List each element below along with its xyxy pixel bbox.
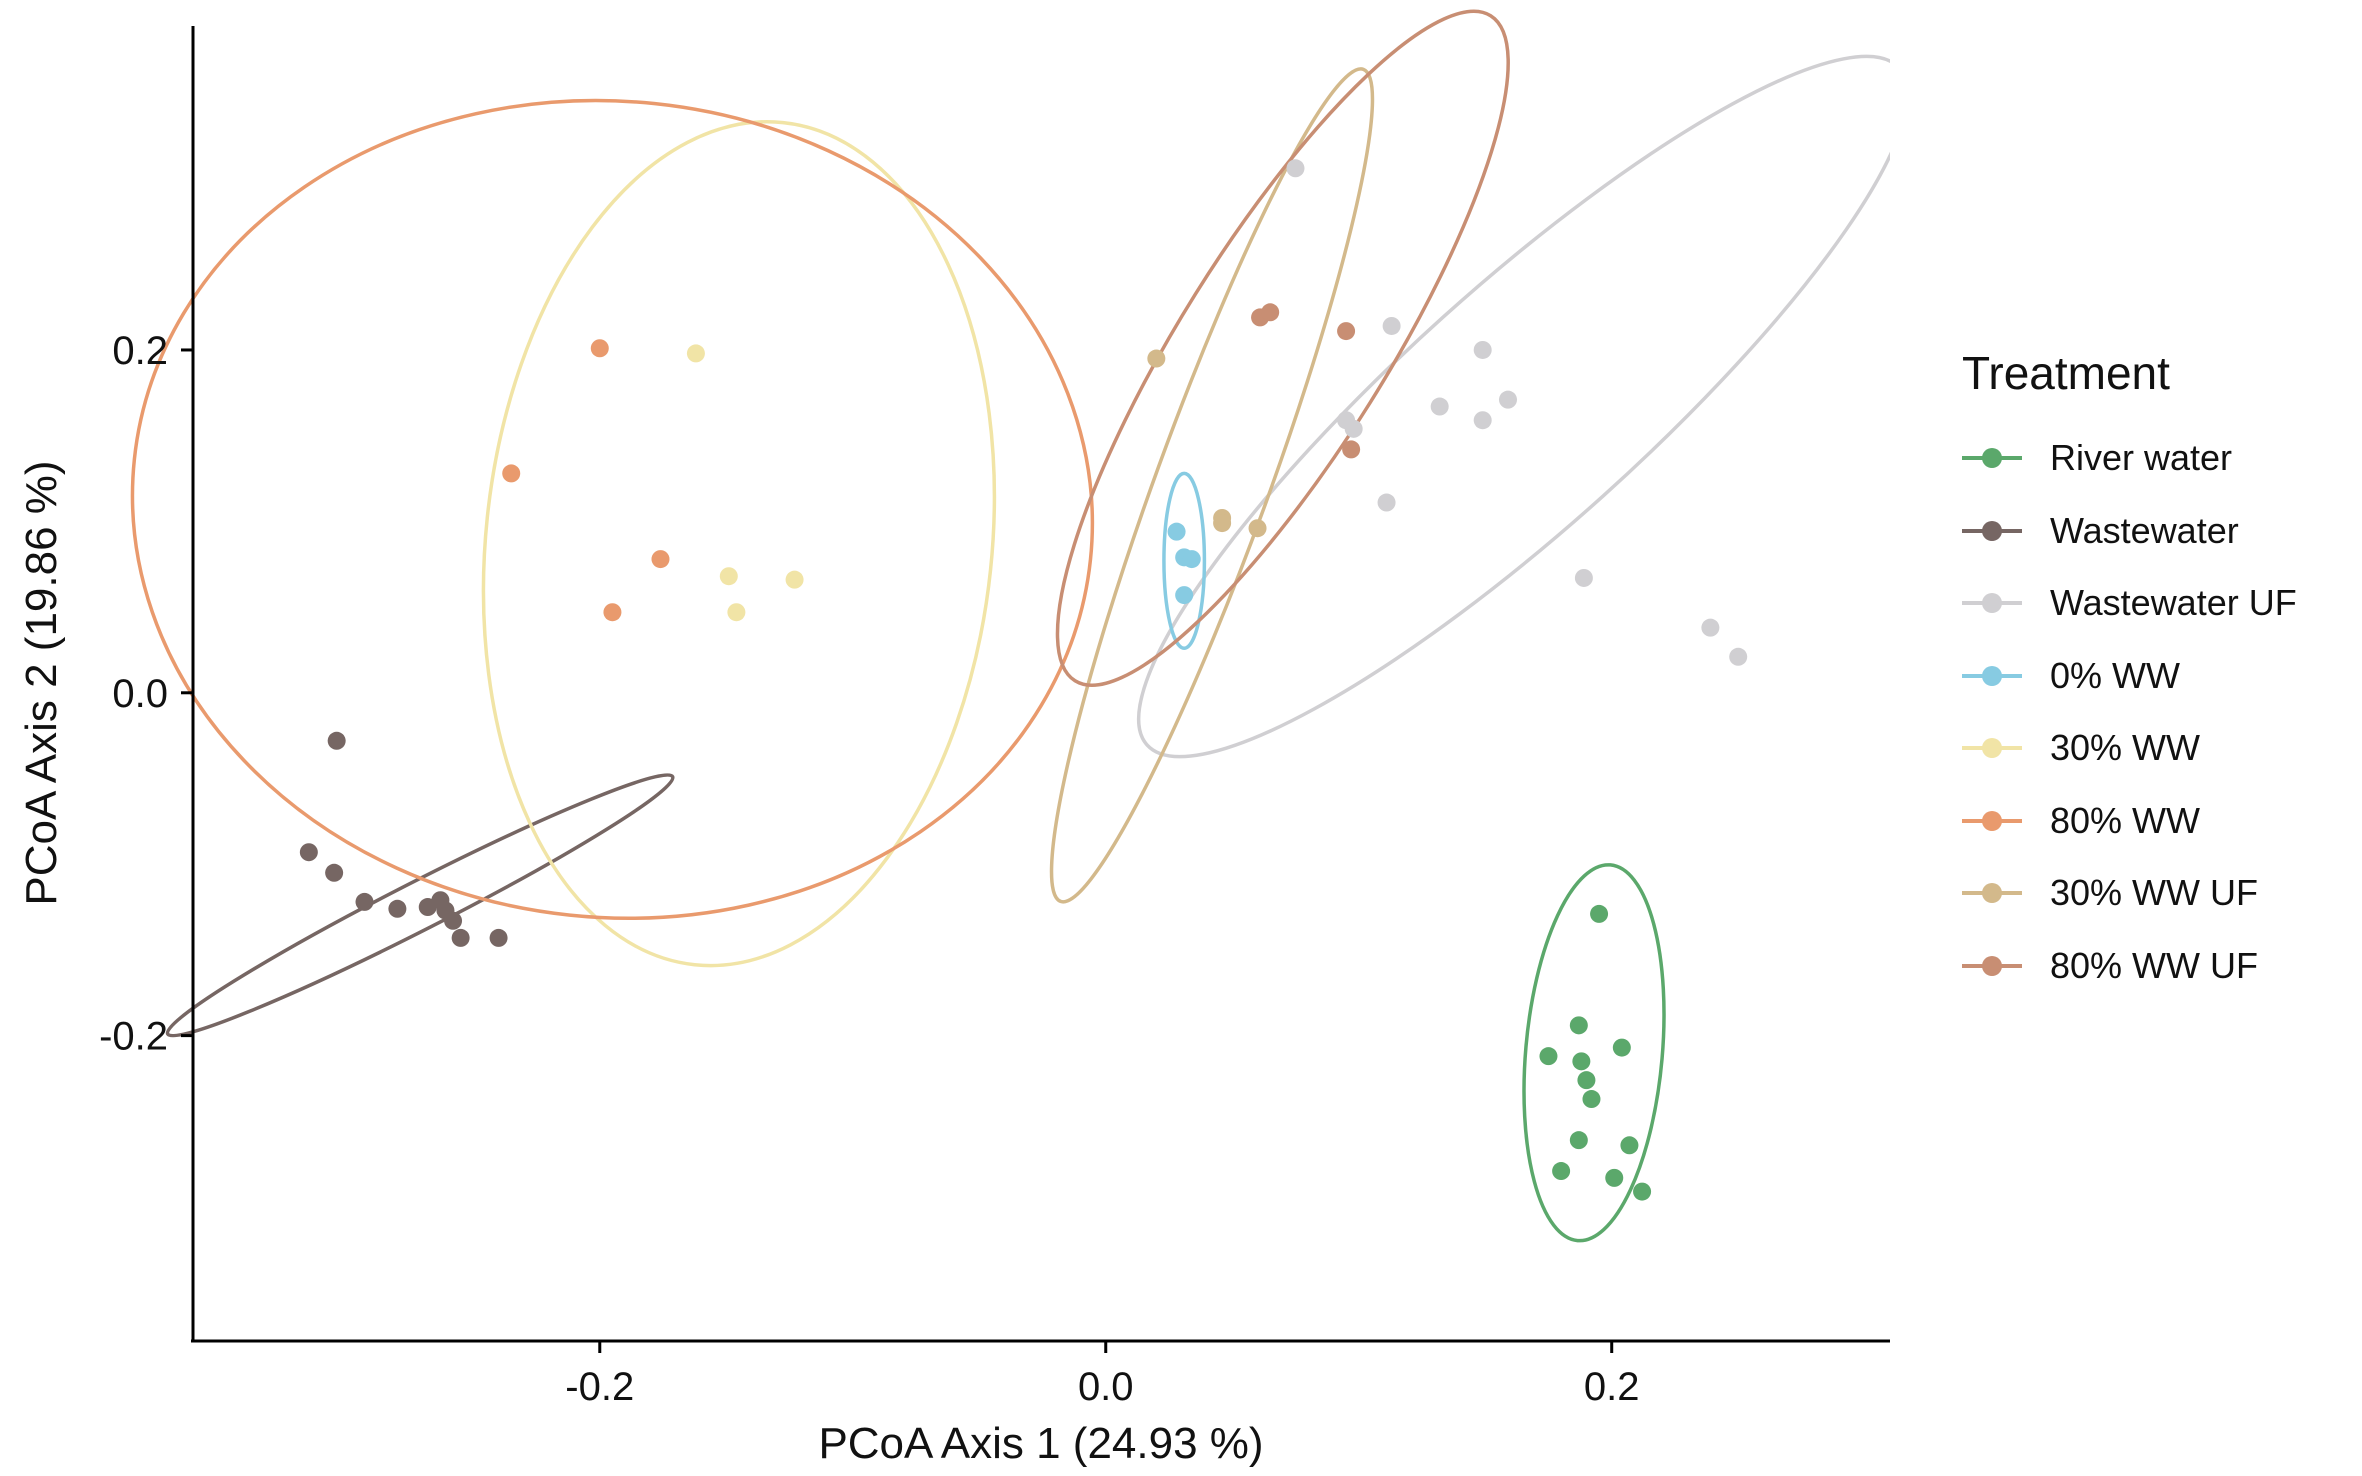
x-tick-label: 0.2	[1584, 1365, 1640, 1409]
confidence-ellipses	[130, 9, 1890, 1243]
point-80pct-ww-3	[651, 550, 670, 569]
legend-item-30pct-ww-uf: 30% WW UF	[1962, 857, 2352, 930]
point-wastewater-uf-2	[1382, 316, 1401, 335]
y-tick-label: 0.2	[112, 329, 168, 373]
point-0pct-ww-1	[1167, 522, 1186, 541]
point-30pct-ww-uf-3	[1213, 514, 1232, 533]
legend-label: 30% WW UF	[2050, 872, 2259, 914]
legend-swatch	[1962, 659, 2022, 693]
point-30pct-ww-3	[785, 570, 804, 589]
ellipse-30pct-ww-uf	[1049, 67, 1375, 904]
ellipse-river-water	[1522, 863, 1666, 1243]
point-wastewater-uf-5	[1430, 397, 1449, 416]
point-0pct-ww-3	[1182, 550, 1201, 569]
point-river-water-4	[1572, 1052, 1591, 1071]
point-80pct-ww-uf-2	[1261, 303, 1280, 322]
point-wastewater-2	[299, 843, 318, 862]
point-wastewater-uf-3	[1473, 340, 1492, 359]
legend-label: 30% WW	[2050, 727, 2201, 769]
point-river-water-6	[1577, 1071, 1596, 1090]
point-wastewater-uf-8	[1344, 419, 1363, 438]
legend-title: Treatment	[1962, 347, 2170, 399]
point-wastewater-5	[388, 899, 407, 918]
point-80pct-ww-uf-4	[1342, 440, 1361, 459]
legend-label: Wastewater UF	[2050, 582, 2297, 624]
point-30pct-ww-uf-1	[1147, 349, 1166, 368]
point-wastewater-9	[444, 911, 463, 930]
ellipse-0pct-ww	[1162, 471, 1207, 650]
ellipse-wastewater	[165, 773, 675, 1038]
y-tick-label: -0.2	[99, 1015, 168, 1059]
legend-item-wastewater-uf: Wastewater UF	[1962, 567, 2352, 640]
x-axis-title: PCoA Axis 1 (24.93 %)	[818, 1419, 1263, 1468]
legend-item-wastewater: Wastewater	[1962, 495, 2352, 568]
legend-label: 0% WW	[2050, 654, 2180, 696]
point-30pct-ww-2	[719, 567, 738, 586]
legend-label: River water	[2050, 437, 2233, 479]
legend-item-0pct-ww: 0% WW	[1962, 640, 2352, 713]
point-river-water-12	[1633, 1182, 1652, 1201]
point-river-water-10	[1552, 1162, 1571, 1181]
point-30pct-ww-uf-4	[1248, 519, 1267, 538]
point-river-water-2	[1569, 1016, 1588, 1035]
point-river-water-9	[1620, 1136, 1639, 1155]
point-wastewater-uf-4	[1498, 390, 1517, 409]
legend-item-30pct-ww: 30% WW	[1962, 712, 2352, 785]
point-0pct-ww-4	[1175, 586, 1194, 605]
legend: Treatment River water Wastewater Wastewate…	[1962, 346, 2352, 1002]
point-wastewater-uf-12	[1729, 647, 1748, 666]
legend-label: 80% WW UF	[2050, 944, 2259, 986]
legend-swatch	[1962, 949, 2022, 983]
point-wastewater-10	[451, 928, 470, 947]
y-tick-label: 0.0	[112, 672, 168, 716]
point-30pct-ww-4	[727, 603, 746, 622]
pcoa-scatter-plot: -0.2 0.0 0.2 -0.2 0.0 0.2 PCoA Axis 1 (24.93…	[17, 9, 1890, 1468]
legend-swatch	[1962, 586, 2022, 620]
legend-item-80pct-ww-uf: 80% WW UF	[1962, 930, 2352, 1003]
point-30pct-ww-1	[686, 344, 705, 363]
legend-label: Wastewater	[2050, 509, 2239, 551]
point-wastewater-3	[325, 863, 344, 882]
point-wastewater-uf-9	[1377, 493, 1396, 512]
point-wastewater-uf-10	[1574, 568, 1593, 587]
sample-points	[299, 159, 1748, 1201]
x-tick-label: 0.0	[1078, 1365, 1134, 1409]
x-axis-ticks: -0.2 0.0 0.2	[565, 1341, 1640, 1409]
legend-item-river-water: River water	[1962, 422, 2352, 495]
point-wastewater-uf-1	[1286, 159, 1305, 178]
point-80pct-ww-2	[502, 464, 521, 483]
y-axis-title: PCoA Axis 2 (19.86 %)	[17, 460, 66, 905]
legend-swatch	[1962, 804, 2022, 838]
point-80pct-ww-4	[603, 603, 622, 622]
point-river-water-5	[1612, 1038, 1631, 1057]
point-wastewater-4	[355, 892, 374, 911]
ellipse-wastewater-uf	[1136, 54, 1890, 759]
y-axis-ticks: -0.2 0.0 0.2	[99, 329, 193, 1059]
point-river-water-11	[1605, 1168, 1624, 1187]
point-wastewater-uf-6	[1473, 411, 1492, 430]
legend-swatch	[1962, 441, 2022, 475]
x-tick-label: -0.2	[565, 1365, 634, 1409]
point-80pct-ww-uf-3	[1337, 322, 1356, 341]
legend-swatch	[1962, 876, 2022, 910]
legend-swatch	[1962, 514, 2022, 548]
legend-item-80pct-ww: 80% WW	[1962, 785, 2352, 858]
point-wastewater-1	[327, 731, 346, 750]
legend-swatch	[1962, 731, 2022, 765]
ellipse-80pct-ww	[130, 98, 1095, 920]
point-river-water-8	[1569, 1131, 1588, 1150]
point-river-water-7	[1582, 1090, 1601, 1109]
point-river-water-3	[1539, 1047, 1558, 1066]
legend-items: River water Wastewater Wastewater UF 0% WW 3…	[1962, 422, 2352, 1002]
point-river-water-1	[1590, 904, 1609, 923]
point-80pct-ww-1	[590, 339, 609, 358]
point-wastewater-11	[489, 928, 508, 947]
ellipse-80pct-ww-uf	[1055, 9, 1510, 687]
legend-label: 80% WW	[2050, 799, 2201, 841]
point-wastewater-uf-11	[1701, 618, 1720, 637]
ellipse-30pct-ww	[481, 120, 997, 968]
